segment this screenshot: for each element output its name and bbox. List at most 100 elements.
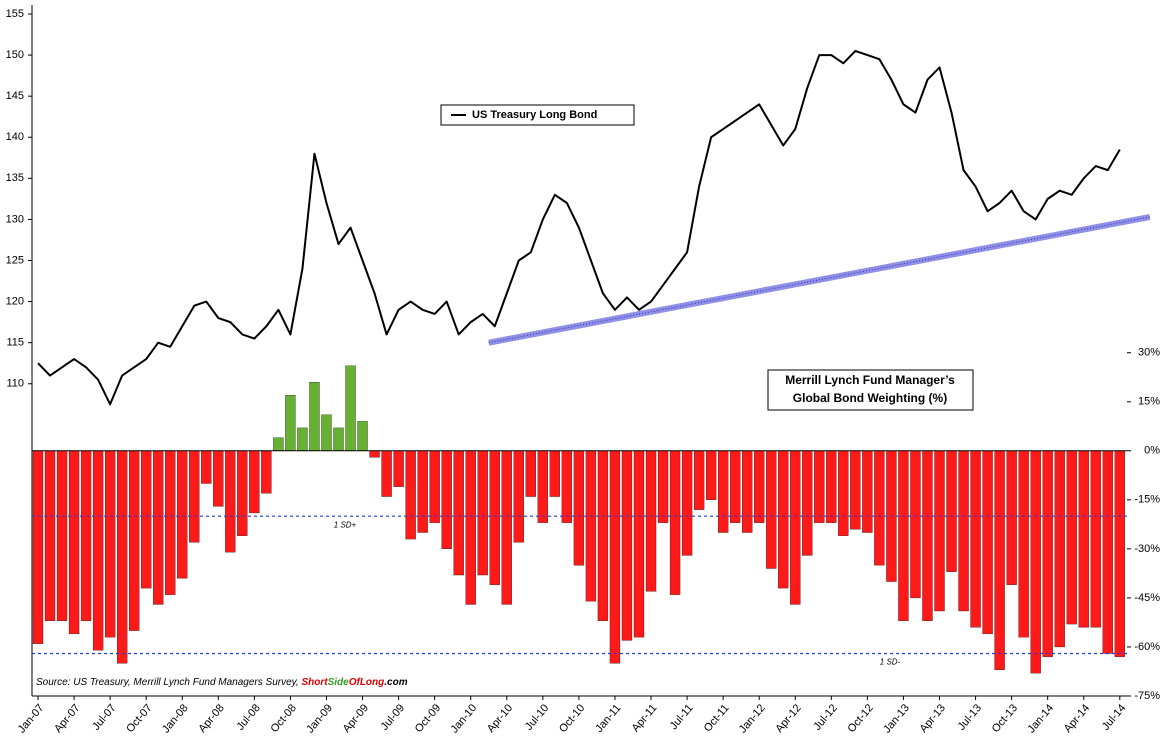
- reference-label: 1 SD+: [334, 520, 357, 529]
- y-tick-label: 110: [6, 378, 24, 390]
- legend-box: [440, 104, 635, 126]
- bar: [1102, 450, 1113, 654]
- bar: [153, 450, 164, 605]
- y-tick-label: 145: [6, 90, 24, 102]
- x-tick-label: Oct-12: [845, 702, 875, 735]
- legend-label: US Treasury Long Bond: [472, 109, 597, 121]
- bar: [501, 450, 512, 605]
- bar: [201, 450, 212, 484]
- x-tick-label: Apr-09: [341, 702, 371, 735]
- x-tick-label: Apr-12: [773, 702, 803, 735]
- bar: [669, 450, 681, 595]
- bar: [213, 450, 224, 507]
- source-site: .com: [384, 677, 407, 688]
- bar: [790, 450, 801, 605]
- bar: [333, 427, 344, 451]
- x-tick-label: Oct-09: [413, 702, 443, 735]
- bar: [1114, 450, 1125, 657]
- x-tick-label: Apr-13: [918, 702, 948, 735]
- x-tick-label: Apr-11: [630, 702, 660, 734]
- source-site: Side: [328, 677, 350, 688]
- bar: [922, 450, 933, 621]
- x-tick-label: Jan-14: [1025, 702, 1056, 735]
- bar: [129, 450, 140, 631]
- bar: [633, 450, 645, 638]
- bar: [1018, 450, 1029, 638]
- bar: [1042, 450, 1053, 657]
- bar: [862, 450, 873, 533]
- bar: [56, 450, 68, 621]
- y2-tick-label: 30%: [1138, 347, 1160, 359]
- x-tick-label: Jan-09: [304, 702, 335, 735]
- bar: [742, 450, 753, 533]
- bar: [850, 450, 861, 530]
- bar: [369, 450, 380, 458]
- y2-tick-label: -15%: [1134, 494, 1160, 506]
- x-tick-label: Jul-14: [1100, 702, 1128, 733]
- bar: [609, 450, 621, 664]
- y2-tick-label: 0%: [1144, 445, 1160, 457]
- bar: [982, 450, 993, 635]
- bar: [441, 450, 452, 550]
- bar: [621, 450, 633, 641]
- bar: [285, 395, 296, 451]
- bar: [189, 450, 200, 543]
- bar: [393, 450, 404, 487]
- bar: [405, 450, 416, 540]
- y2-tick-label: -60%: [1134, 641, 1160, 653]
- bar: [970, 450, 981, 628]
- bar: [465, 450, 476, 605]
- bar: [910, 450, 921, 599]
- x-tick-label: Oct-07: [124, 702, 154, 735]
- y-tick-label: 115: [6, 337, 24, 349]
- bar: [766, 450, 777, 569]
- x-tick-label: Oct-10: [557, 702, 587, 735]
- bar: [585, 450, 597, 602]
- x-tick-label: Jul-13: [956, 702, 984, 733]
- bar: [429, 450, 440, 523]
- bar: [309, 381, 320, 451]
- x-tick-label: Jan-12: [737, 702, 768, 735]
- bar: [814, 450, 825, 523]
- bar: [549, 450, 561, 497]
- bar: [573, 450, 585, 566]
- bar: [44, 450, 56, 621]
- bar: [537, 450, 548, 523]
- x-tick-label: Jan-08: [160, 702, 191, 735]
- bar: [1090, 450, 1101, 628]
- line: [37, 49, 1121, 406]
- y-tick-label: 140: [6, 131, 24, 143]
- bar: [249, 450, 260, 514]
- x-tick-label: Jul-07: [90, 702, 118, 733]
- bar: [1054, 450, 1065, 648]
- source-site: Short: [301, 677, 328, 688]
- bar: [297, 427, 308, 451]
- trendline-core: [488, 216, 1150, 344]
- source-site: Of: [349, 677, 362, 688]
- x-tick-label: Oct-08: [269, 702, 299, 735]
- bar: [477, 450, 488, 576]
- annotation: Merrill Lynch Fund Manager’s: [785, 373, 955, 387]
- bar: [489, 450, 500, 585]
- bar: [693, 450, 705, 510]
- bar: [730, 450, 741, 523]
- reference-label: 1 SD-: [880, 658, 901, 667]
- x-tick-label: Jul-11: [668, 702, 696, 732]
- x-tick-label: Jul-10: [523, 702, 551, 733]
- bar: [1078, 450, 1089, 628]
- bar: [838, 450, 849, 536]
- x-tick-label: Jan-10: [448, 702, 479, 735]
- annotation-box: [767, 369, 974, 411]
- x-tick-label: Apr-10: [485, 702, 515, 735]
- source-site: Long: [360, 677, 384, 688]
- bar: [802, 450, 813, 556]
- y-tick-label: 150: [6, 49, 24, 61]
- bar: [225, 450, 236, 553]
- y-tick-label: 130: [6, 213, 24, 225]
- source: Source: US Treasury, Merrill Lynch Fund …: [36, 677, 408, 688]
- bar: [681, 450, 693, 556]
- bar: [177, 450, 188, 579]
- bar: [717, 450, 729, 533]
- x-tick-label: Jul-09: [379, 702, 407, 733]
- y-tick-label: 125: [6, 254, 24, 266]
